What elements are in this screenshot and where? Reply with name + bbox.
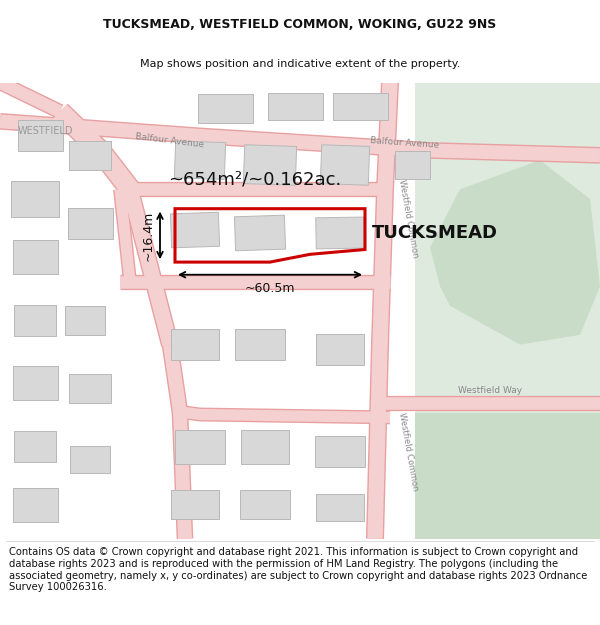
- Text: TUCKSMEAD: TUCKSMEAD: [372, 224, 498, 242]
- Polygon shape: [70, 446, 110, 472]
- Polygon shape: [171, 490, 219, 519]
- Polygon shape: [69, 141, 111, 170]
- Polygon shape: [14, 431, 56, 462]
- Polygon shape: [415, 82, 600, 539]
- Polygon shape: [316, 217, 364, 249]
- Polygon shape: [175, 141, 226, 179]
- Polygon shape: [415, 412, 600, 539]
- Text: TUCKSMEAD, WESTFIELD COMMON, WOKING, GU22 9NS: TUCKSMEAD, WESTFIELD COMMON, WOKING, GU2…: [103, 18, 497, 31]
- Polygon shape: [69, 374, 111, 403]
- Polygon shape: [395, 151, 430, 179]
- Polygon shape: [65, 306, 105, 335]
- Polygon shape: [197, 94, 253, 123]
- Polygon shape: [11, 181, 59, 218]
- Text: Map shows position and indicative extent of the property.: Map shows position and indicative extent…: [140, 59, 460, 69]
- Polygon shape: [315, 436, 365, 467]
- Polygon shape: [170, 213, 220, 248]
- Polygon shape: [316, 334, 364, 365]
- Polygon shape: [67, 208, 113, 239]
- Polygon shape: [171, 329, 219, 360]
- Text: Westfield Common: Westfield Common: [397, 411, 419, 491]
- Polygon shape: [244, 145, 296, 185]
- Text: WESTFIELD: WESTFIELD: [18, 126, 74, 136]
- Polygon shape: [320, 145, 370, 185]
- Polygon shape: [430, 160, 600, 344]
- Polygon shape: [332, 93, 388, 121]
- Polygon shape: [175, 429, 225, 464]
- Polygon shape: [235, 329, 285, 360]
- Polygon shape: [241, 429, 289, 464]
- Polygon shape: [13, 488, 58, 522]
- Polygon shape: [240, 490, 290, 519]
- Text: Westfield Way: Westfield Way: [458, 386, 522, 395]
- Polygon shape: [17, 121, 62, 151]
- Polygon shape: [316, 494, 364, 521]
- Polygon shape: [13, 366, 58, 401]
- Text: Contains OS data © Crown copyright and database right 2021. This information is : Contains OS data © Crown copyright and d…: [9, 548, 587, 592]
- Polygon shape: [13, 240, 58, 274]
- Polygon shape: [268, 93, 323, 121]
- Polygon shape: [235, 215, 286, 251]
- Text: Balfour Avenue: Balfour Avenue: [370, 136, 440, 149]
- Text: ~16.4m: ~16.4m: [142, 211, 155, 261]
- Polygon shape: [14, 305, 56, 336]
- Text: Westfield Common: Westfield Common: [397, 179, 419, 258]
- Text: Balfour Avenue: Balfour Avenue: [135, 132, 205, 149]
- Text: ~654m²/~0.162ac.: ~654m²/~0.162ac.: [169, 171, 341, 189]
- Text: ~60.5m: ~60.5m: [245, 282, 295, 296]
